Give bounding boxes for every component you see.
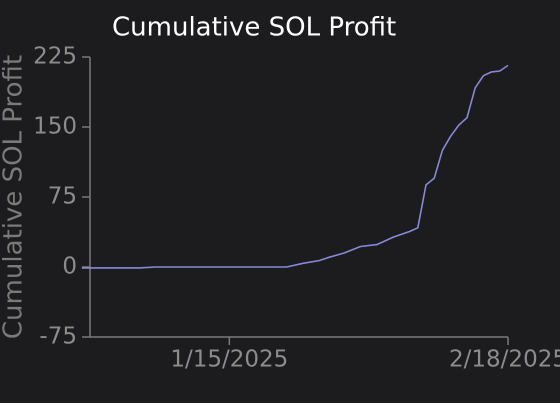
y-tick-label: -75 [39,324,77,350]
x-tick-label: 1/15/2025 [170,347,288,373]
x-tick-label: 2/18/2025 [449,347,560,373]
y-tick-label: 150 [33,114,77,140]
y-axis-label: Cumulative SOL Profit [0,55,29,339]
y-tick-label: 75 [48,184,77,210]
chart-title: Cumulative SOL Profit [112,13,396,43]
y-tick-label: 225 [33,44,77,70]
y-tick-label: 0 [62,254,77,280]
line [81,64,509,269]
